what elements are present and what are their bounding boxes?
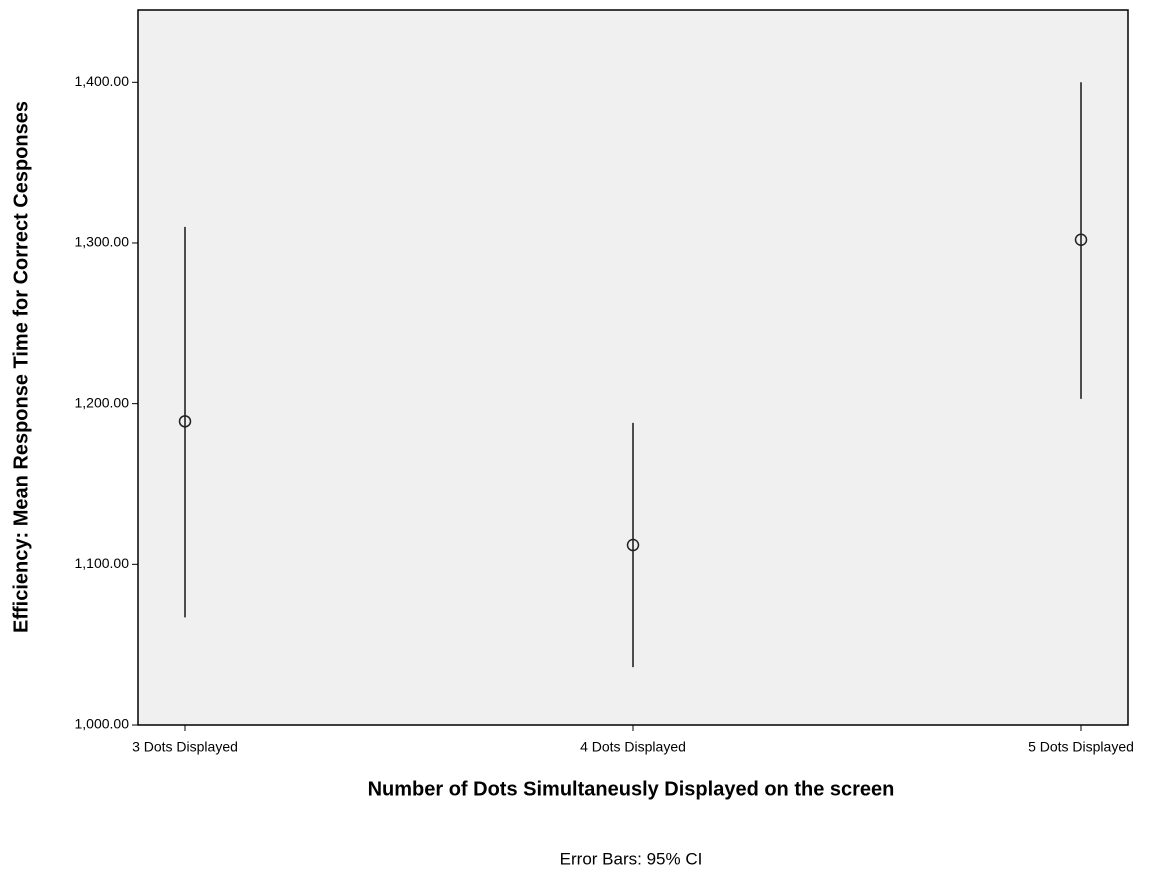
x-axis-label: Number of Dots Simultaneusly Displayed o… — [368, 778, 895, 800]
y-tick-label: 1,200.00 — [75, 394, 130, 410]
y-tick-label: 1,100.00 — [75, 555, 130, 571]
x-tick-label: 3 Dots Displayed — [132, 739, 238, 755]
mean-marker — [626, 538, 640, 552]
footnote: Error Bars: 95% CI — [560, 849, 703, 868]
y-tick-label: 1,300.00 — [75, 234, 130, 250]
y-tick-label: 1,000.00 — [75, 716, 130, 732]
x-tick-label: 5 Dots Displayed — [1028, 739, 1134, 755]
mean-marker — [178, 415, 192, 428]
x-tick-label: 4 Dots Displayed — [580, 739, 686, 755]
y-tick-label: 1,400.00 — [75, 73, 130, 89]
mean-marker — [1074, 233, 1088, 247]
y-axis-label: Efficiency: Mean Response Time for Corre… — [10, 101, 32, 633]
